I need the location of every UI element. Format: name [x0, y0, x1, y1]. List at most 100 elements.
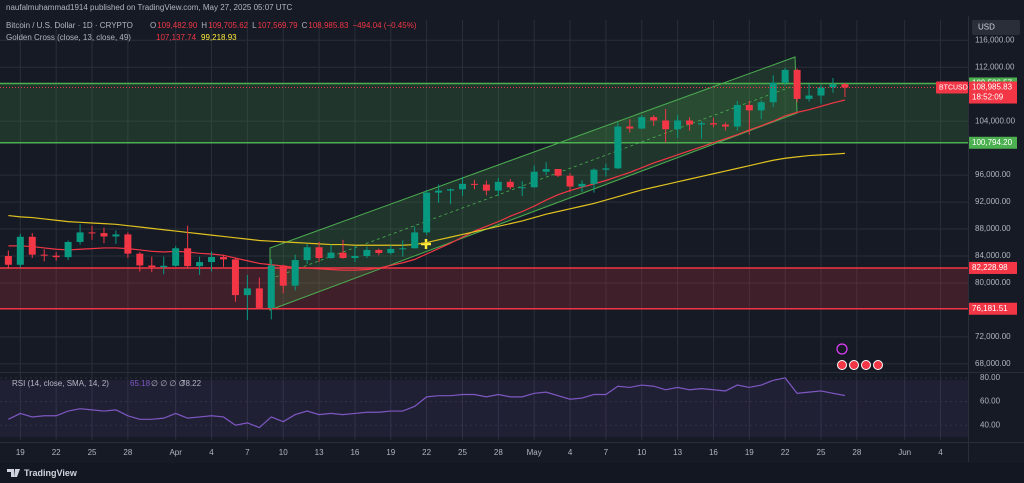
- candle-body: [686, 120, 694, 125]
- x-tick-label: 13: [673, 448, 682, 457]
- zone: [0, 267, 968, 309]
- y-tick-label: 96,000.00: [975, 170, 1011, 179]
- x-tick-label: 7: [604, 448, 609, 457]
- candle-body: [733, 104, 741, 127]
- header-bar: [0, 0, 1024, 16]
- moving-average: [8, 152, 845, 246]
- ohlc-legend: C: [302, 21, 308, 30]
- x-tick-label: 25: [817, 448, 826, 457]
- candle-body: [470, 183, 478, 185]
- event-icon: [861, 360, 871, 370]
- y-tick-label: 80,000.00: [975, 278, 1011, 287]
- candle-body: [530, 171, 538, 188]
- candle-body: [578, 183, 586, 187]
- x-tick-label: 28: [852, 448, 861, 457]
- x-tick-label: 10: [637, 448, 646, 457]
- symbol-tag: [936, 81, 968, 94]
- x-tick-label: 19: [16, 448, 25, 457]
- x-tick-label: 22: [781, 448, 790, 457]
- indicator-title: Golden Cross (close, 13, close, 49): [6, 33, 131, 42]
- candle-body: [614, 126, 622, 169]
- rsi-empty: ∅ ∅ ∅ ∅: [151, 379, 186, 388]
- candle-body: [136, 253, 144, 266]
- y-tick-label: 68,000.00: [975, 359, 1011, 368]
- currency[interactable]: USD: [978, 23, 995, 32]
- level-tag-label: 76,181.51: [972, 304, 1008, 313]
- candle-body: [303, 247, 311, 261]
- event-icon: [836, 343, 848, 355]
- rsi-ma-value: 78.22: [181, 379, 202, 388]
- level-tag: [969, 302, 1017, 315]
- candle-body: [315, 247, 323, 259]
- candle-body: [841, 84, 849, 88]
- candle-body: [829, 84, 837, 88]
- x-tick-label: 19: [386, 448, 395, 457]
- candle-body: [662, 120, 670, 130]
- ohlc-legend: 109,482.90: [157, 21, 198, 30]
- candle-body: [590, 169, 598, 184]
- x-tick-label: 7: [245, 448, 250, 457]
- candle-body: [351, 256, 359, 259]
- x-tick-label: 16: [709, 448, 718, 457]
- candle-body: [231, 259, 239, 296]
- candle-body: [423, 192, 431, 233]
- candle-body: [196, 262, 204, 267]
- rsi-tick-label: 40.00: [980, 420, 1001, 429]
- event-icon: [873, 360, 883, 370]
- candle-body: [518, 187, 526, 189]
- rsi-line: [8, 377, 846, 429]
- y-tick-label: 72,000.00: [975, 332, 1011, 341]
- x-tick-label: 16: [350, 448, 359, 457]
- candle-body: [698, 123, 706, 125]
- price-tag-label: 108,985.83: [972, 83, 1013, 92]
- y-tick-label: 112,000.00: [975, 62, 1015, 71]
- candle-body: [387, 248, 395, 253]
- zone: [0, 83, 968, 143]
- level-tag: [969, 136, 1017, 149]
- rsi-tick-label: 60.00: [980, 397, 1001, 406]
- candle-body: [554, 169, 562, 176]
- candle-body: [458, 183, 466, 190]
- brand: TradingView: [24, 468, 78, 478]
- candle-body: [638, 117, 646, 129]
- price-tag: [969, 81, 1017, 104]
- candle-body: [88, 232, 96, 234]
- level-tag: [969, 261, 1017, 274]
- event-icon: [849, 360, 859, 370]
- ma49-value: 99,218.93: [201, 33, 237, 42]
- golden-cross-marker: [421, 239, 431, 249]
- candle-body: [805, 95, 813, 99]
- candle-body: [64, 241, 72, 258]
- over-layer: [0, 67, 968, 429]
- currency-button[interactable]: [972, 20, 1020, 35]
- x-tick-label: May: [527, 448, 542, 457]
- y-tick-label: 92,000.00: [975, 197, 1011, 206]
- rsi-value: 65.18: [130, 379, 151, 388]
- x-tick-label: Apr: [169, 448, 182, 457]
- moving-average: [8, 99, 846, 271]
- candle-body: [709, 123, 717, 125]
- x-tick-label: 4: [938, 448, 943, 457]
- x-tick-label: 19: [745, 448, 754, 457]
- publisher: naufalmuhammad1914 published on TradingV…: [6, 3, 292, 12]
- candle-body: [16, 236, 24, 265]
- candle-body: [363, 249, 371, 257]
- candle-body: [494, 181, 502, 191]
- candle-body: [208, 257, 216, 263]
- candle-body: [4, 256, 12, 265]
- y-tick-label: 84,000.00: [975, 251, 1011, 260]
- countdown: 18:52:09: [972, 93, 1004, 102]
- candle-body: [160, 265, 168, 268]
- candle-body: [28, 236, 36, 255]
- candle-body: [411, 232, 419, 249]
- candle-body: [745, 104, 753, 111]
- candle-body: [674, 120, 682, 130]
- candle-body: [542, 169, 550, 172]
- x-tick-label: 4: [568, 448, 573, 457]
- candle-body: [566, 175, 574, 187]
- ohlc-legend: H: [201, 21, 207, 30]
- x-tick-label: 28: [494, 448, 503, 457]
- candle-body: [112, 234, 120, 237]
- candle-body: [375, 249, 383, 253]
